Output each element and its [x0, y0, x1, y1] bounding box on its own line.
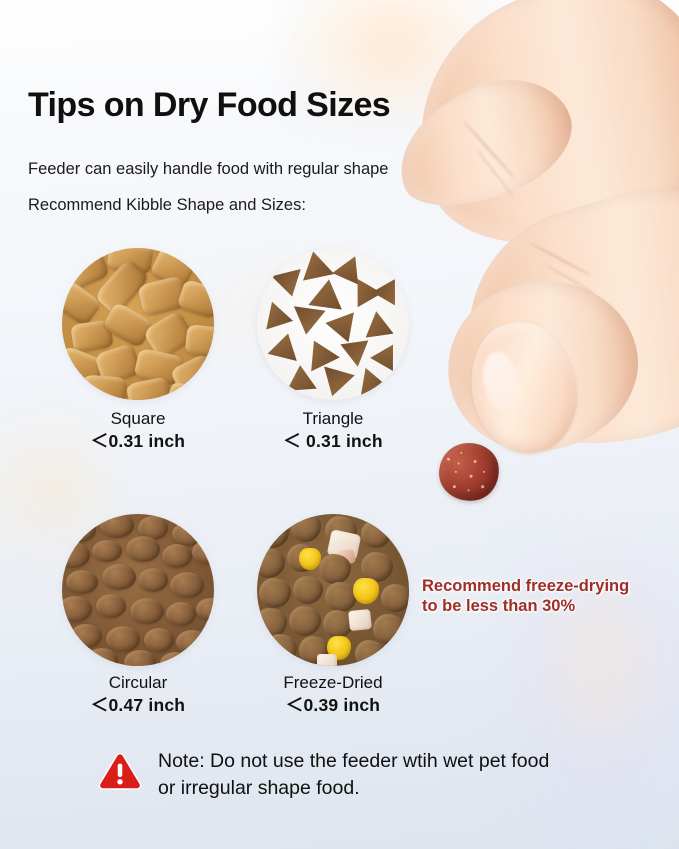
warning-note-text: Note: Do not use the feeder wtih wet pet… — [158, 750, 550, 799]
square-kibble-photo — [62, 248, 214, 400]
freeze-dried-caption-name: Freeze-Dried — [283, 673, 383, 692]
freeze-dried-caption: Freeze-Dried ＜0.39 inch — [213, 672, 453, 718]
subtitle-line-1: Feeder can easily handle food with regul… — [28, 160, 389, 178]
pinched-kibble-piece — [435, 439, 503, 505]
freeze-dried-kibble-photo — [257, 514, 409, 666]
square-caption-name: Square — [110, 409, 166, 428]
hand-holding-kibble — [380, 0, 679, 560]
warning-triangle-icon — [98, 752, 142, 792]
circular-caption: Circular ＜0.47 inch — [18, 672, 258, 718]
circular-caption-size: ＜0.47 inch — [90, 695, 186, 716]
page-title: Tips on Dry Food Sizes — [28, 86, 391, 124]
subtitle-line-2: Recommend Kibble Shape and Sizes: — [28, 196, 306, 214]
freeze-drying-recommendation-line-1: Recommend freeze-drying — [422, 577, 630, 595]
triangle-caption-name: Triangle — [302, 409, 364, 428]
warning-note: Note: Do not use the feeder wtih wet pet… — [98, 748, 549, 801]
square-caption-size: ＜0.31 inch — [90, 431, 186, 452]
triangle-caption: Triangle ＜ 0.31 inch — [213, 408, 453, 454]
freeze-drying-recommendation: Recommend freeze-drying to be less than … — [422, 576, 629, 617]
circular-kibble-photo — [62, 514, 214, 666]
freeze-drying-recommendation-line-2: to be less than 30% — [422, 597, 576, 616]
iridescent-glow-right — [520, 560, 679, 849]
square-caption: Square ＜0.31 inch — [18, 408, 258, 454]
triangle-kibble-photo — [257, 248, 409, 400]
freeze-dried-caption-size: ＜0.39 inch — [285, 695, 381, 716]
circular-caption-name: Circular — [108, 673, 168, 692]
triangle-caption-size: ＜ 0.31 inch — [283, 431, 383, 452]
